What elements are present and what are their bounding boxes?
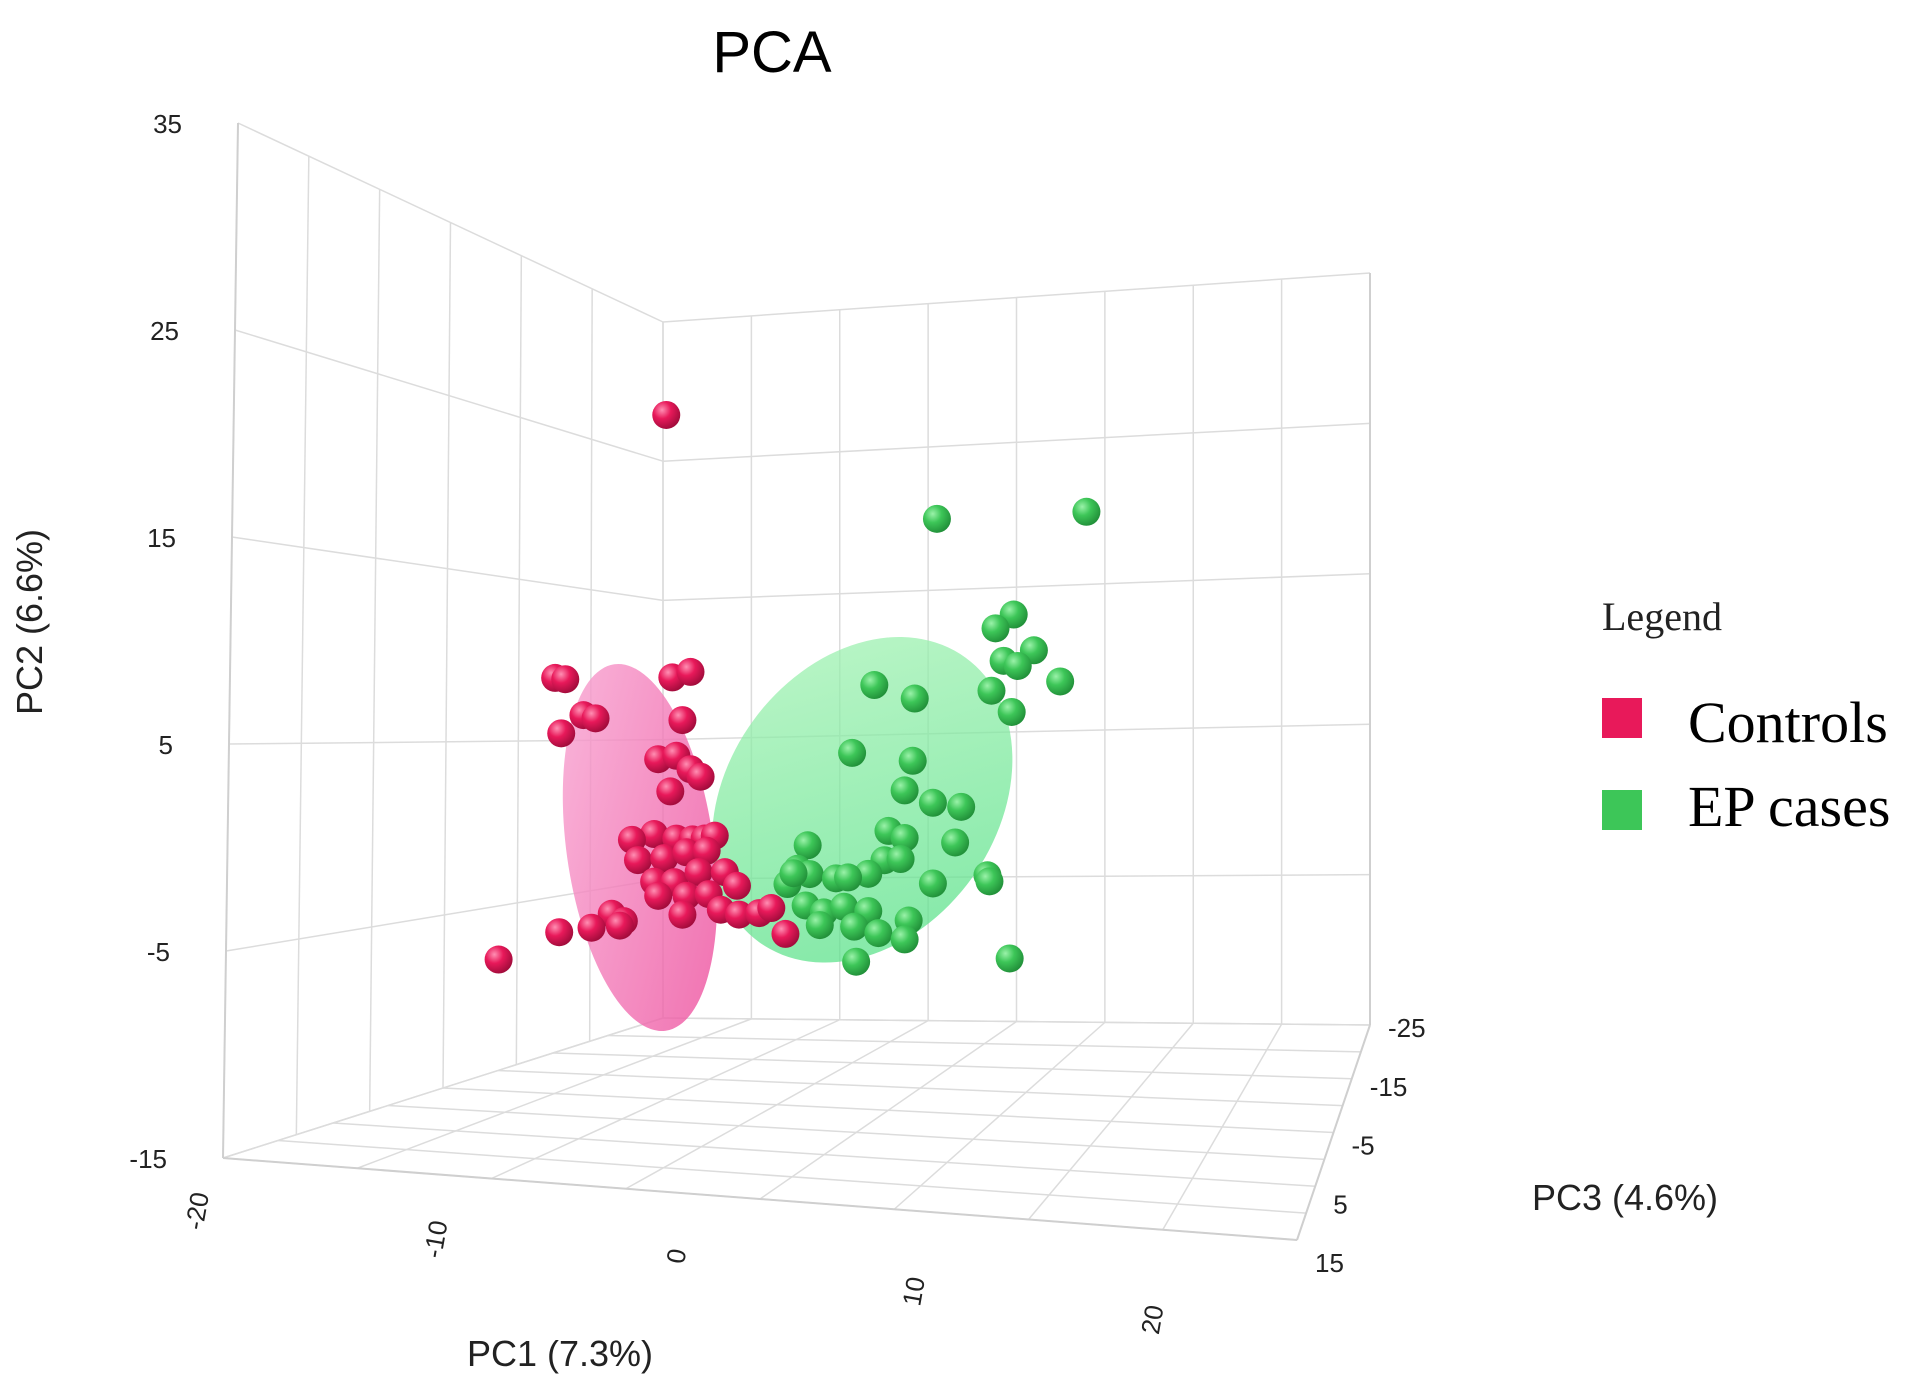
z-tick-label: -25 xyxy=(1388,1013,1426,1043)
point-ep-case xyxy=(975,867,1004,896)
grid-line xyxy=(332,1122,1316,1187)
y-tick-label: 5 xyxy=(159,730,173,760)
point-ep-case xyxy=(922,504,951,533)
z-tick-label: -15 xyxy=(1370,1072,1408,1102)
point-ep-case xyxy=(1003,651,1032,680)
point-controls xyxy=(547,719,576,748)
grid-line xyxy=(387,1104,1325,1161)
point-controls xyxy=(668,706,697,735)
point-controls xyxy=(686,762,715,791)
point-controls xyxy=(668,900,697,929)
y-tick-label: 15 xyxy=(147,523,176,553)
point-ep-case xyxy=(805,911,834,940)
point-controls xyxy=(581,704,610,733)
grid-line xyxy=(442,222,452,1089)
x-tick-label: -10 xyxy=(418,1218,454,1260)
point-ep-case xyxy=(900,684,929,713)
legend-title: Legend xyxy=(1602,594,1722,639)
point-ep-case xyxy=(838,738,867,767)
point-controls xyxy=(692,836,721,865)
y-tick-label: -5 xyxy=(147,937,170,967)
axis-frame-line xyxy=(222,1157,1298,1241)
y-tick-label: 35 xyxy=(153,109,182,139)
grid-line xyxy=(277,1139,1307,1214)
grid-line xyxy=(515,255,523,1065)
point-controls xyxy=(605,911,634,940)
point-controls xyxy=(656,777,685,806)
point-ep-case xyxy=(941,828,970,857)
point-ep-case xyxy=(997,697,1026,726)
legend-label-controls: Controls xyxy=(1688,690,1888,755)
point-ep-case xyxy=(898,746,927,775)
point-ep-case xyxy=(918,869,947,898)
point-ep-case xyxy=(981,614,1010,643)
point-controls xyxy=(684,858,713,887)
point-controls xyxy=(640,820,669,849)
x-tick-label: 10 xyxy=(896,1274,931,1308)
point-ep-case xyxy=(793,831,822,860)
legend-label-ep-cases: EP cases xyxy=(1688,774,1890,839)
point-ep-case xyxy=(886,845,915,874)
axis-frame-line xyxy=(222,122,239,1159)
point-ep-case xyxy=(890,824,919,853)
grid-line xyxy=(552,1052,1352,1080)
x-tick-label: -20 xyxy=(179,1190,215,1232)
point-controls xyxy=(652,400,681,429)
z-axis-label: PC3 (4.6%) xyxy=(1532,1177,1718,1218)
point-controls xyxy=(484,945,513,974)
z-tick-label: -5 xyxy=(1352,1131,1375,1161)
point-controls xyxy=(577,913,606,942)
x-tick-label: 20 xyxy=(1135,1303,1170,1337)
point-ep-case xyxy=(1046,667,1075,696)
z-tick-label: 15 xyxy=(1315,1248,1344,1278)
point-controls xyxy=(757,894,786,923)
legend-swatch-controls xyxy=(1602,698,1642,738)
point-controls xyxy=(650,844,679,873)
x-tick-label: 0 xyxy=(660,1246,692,1265)
point-ep-case xyxy=(860,671,889,700)
y-tick-label: 25 xyxy=(150,316,179,346)
point-ep-case xyxy=(995,944,1024,973)
x-axis-label: PC1 (7.3%) xyxy=(467,1333,653,1374)
point-controls xyxy=(644,881,673,910)
grid-line xyxy=(368,189,381,1112)
point-ep-case xyxy=(890,776,919,805)
point-ep-case xyxy=(834,863,863,892)
grid-line xyxy=(497,1069,1343,1107)
point-ep-case xyxy=(977,676,1006,705)
grid-line xyxy=(295,156,310,1135)
legend-swatch-ep-cases xyxy=(1602,790,1642,830)
point-ep-case xyxy=(1072,497,1101,526)
point-controls xyxy=(771,919,800,948)
grid-line xyxy=(607,1034,1361,1053)
point-ep-case xyxy=(779,859,808,888)
point-controls xyxy=(676,657,705,686)
point-controls xyxy=(545,918,574,947)
point-ep-case xyxy=(842,947,871,976)
legend: Legend Controls EP cases xyxy=(1602,594,1890,839)
confidence-ellipses xyxy=(562,637,1013,1031)
point-controls xyxy=(623,846,652,875)
point-ep-case xyxy=(890,925,919,954)
y-tick-label: -15 xyxy=(129,1144,167,1174)
point-ep-case xyxy=(918,788,947,817)
point-controls xyxy=(722,871,751,900)
grid-line xyxy=(442,1087,1334,1134)
axis-frame-line xyxy=(1296,1024,1371,1241)
chart-title: PCA xyxy=(712,20,832,85)
point-ep-case xyxy=(840,912,869,941)
z-tick-label: 5 xyxy=(1333,1189,1347,1219)
y-axis-label: PC2 (6.6%) xyxy=(9,529,50,715)
point-controls xyxy=(551,665,580,694)
point-ep-case xyxy=(864,919,893,948)
data-points xyxy=(484,400,1101,976)
point-ep-case xyxy=(947,792,976,821)
point-controls xyxy=(724,900,753,929)
grid-line xyxy=(662,1017,1371,1026)
